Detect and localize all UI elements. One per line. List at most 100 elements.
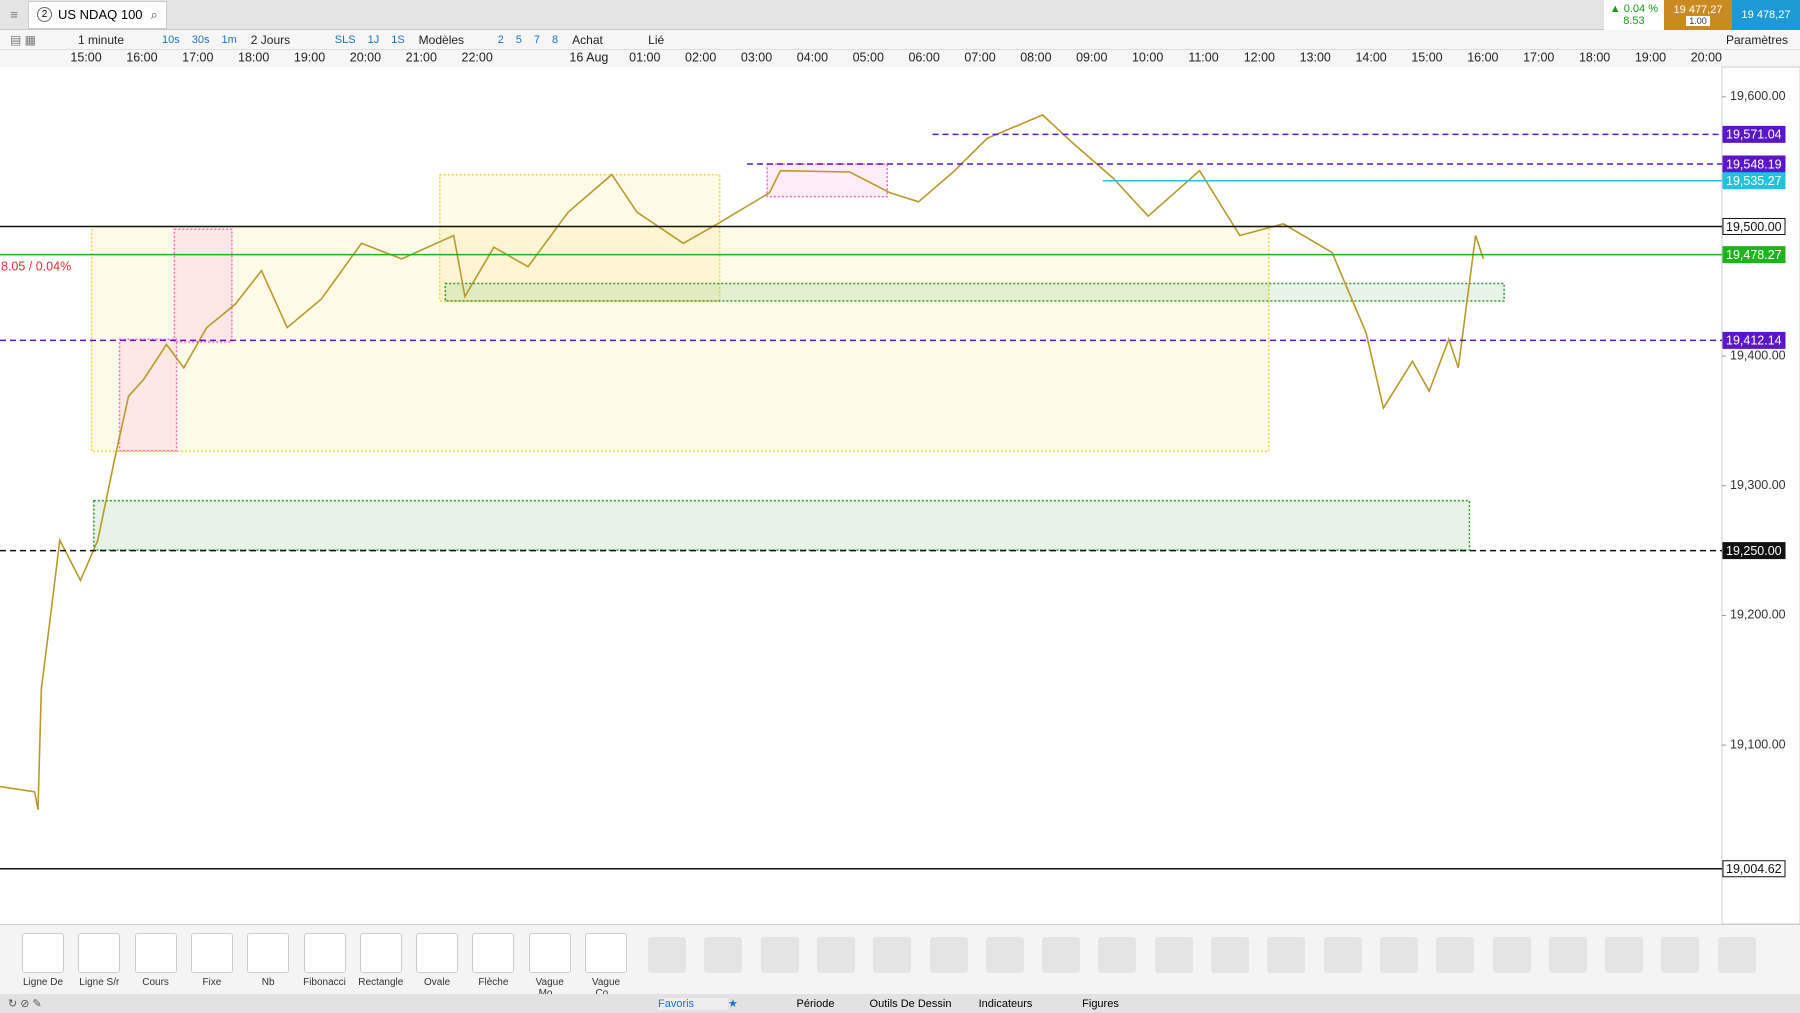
tool[interactable]: Ligne S/r [76, 933, 122, 988]
x-tick-label: 19:00 [294, 50, 325, 64]
tool[interactable]: Nb [245, 933, 291, 988]
empty-slot[interactable] [1661, 937, 1700, 973]
x-tick-label: 21:00 [406, 50, 437, 64]
tab[interactable]: Indicateurs [978, 997, 1033, 1010]
empty-slot[interactable] [1548, 937, 1587, 973]
layout-icons[interactable]: ▤ ▦ [10, 32, 37, 47]
tool-label: Ligne S/r [79, 977, 120, 988]
y-tick-label: 19,300.00 [1730, 478, 1786, 492]
layout-btn[interactable]: 2 [497, 33, 504, 46]
zone [766, 163, 889, 198]
x-tick-label: 07:00 [964, 50, 995, 64]
period-btn[interactable]: 1J [367, 33, 380, 46]
x-tick-label: 02:00 [685, 50, 716, 64]
tool[interactable]: Cours [133, 933, 179, 988]
empty-slot[interactable] [1042, 937, 1081, 973]
tab[interactable]: Figures [1082, 997, 1119, 1010]
empty-slot[interactable] [1211, 937, 1249, 973]
x-tick-label: 16 Aug [569, 50, 608, 64]
range[interactable]: 2 Jours [250, 32, 291, 47]
x-tick-label: 20:00 [350, 50, 381, 64]
zone [438, 173, 721, 302]
empty-slot[interactable] [1379, 937, 1418, 973]
change-points: 8.53 [1623, 15, 1645, 27]
empty-slot[interactable] [1267, 937, 1306, 973]
interval-btn[interactable]: 30s [191, 33, 210, 46]
bottom-icons[interactable]: ↻ ⊘ ✎ [8, 998, 42, 1010]
price-axis-bg [1721, 66, 1800, 924]
search-icon[interactable]: ⌕ [150, 6, 158, 22]
empty-slot[interactable] [1492, 937, 1531, 973]
tool[interactable]: Ovale [414, 933, 460, 988]
empty-slot[interactable] [1323, 937, 1362, 973]
x-tick-label: 14:00 [1355, 50, 1386, 64]
x-tick-label: 11:00 [1188, 50, 1218, 64]
x-tick-label: 20:00 [1691, 50, 1722, 64]
x-tick-label: 01:00 [629, 50, 660, 64]
level-label-bg [1722, 331, 1786, 349]
empty-slot[interactable] [1605, 937, 1644, 973]
layout-btn[interactable]: 5 [515, 33, 522, 46]
empty-slot[interactable] [929, 937, 968, 973]
empty-slot[interactable] [1436, 937, 1475, 973]
tool[interactable]: Vague Mo... [527, 933, 573, 999]
period-btn[interactable]: SLS [334, 33, 356, 46]
instrument-tab[interactable]: 2 US NDAQ 100 ⌕ [28, 0, 167, 29]
tab[interactable]: Période [796, 997, 835, 1010]
tool[interactable]: Rectangle [358, 933, 404, 988]
price-line [0, 114, 1485, 811]
level-label: 19,250.00 [1726, 544, 1782, 558]
empty-slot[interactable] [1717, 937, 1756, 973]
empty-slot[interactable] [985, 937, 1024, 973]
tab[interactable]: Favoris [658, 997, 728, 1010]
drawing-tools: Ligne De ... Ligne S/r Cours Fixe Nb Fibonacc… [0, 924, 1800, 999]
y-tick-label: 19,100.00 [1730, 737, 1786, 751]
level-label-bg [1722, 172, 1786, 190]
linked[interactable]: Lié [648, 32, 665, 47]
x-tick-label: 15:00 [1411, 50, 1442, 64]
empty-slot[interactable] [1154, 937, 1193, 973]
x-tick-label: 06:00 [908, 50, 939, 64]
y-tick-label: 19,600.00 [1730, 89, 1786, 103]
empty-slot[interactable] [648, 937, 686, 973]
x-tick-label: 04:00 [797, 50, 828, 64]
tool-label: Ligne De ... [22, 977, 64, 999]
tool[interactable]: Fibonacci [302, 933, 348, 988]
x-tick-label: 13:00 [1300, 50, 1331, 64]
empty-slot[interactable] [873, 937, 912, 973]
tool[interactable]: Fixe [189, 933, 235, 988]
templates[interactable]: Modèles [418, 32, 465, 47]
empty-slot[interactable] [704, 937, 743, 973]
interval-btn[interactable]: 10s [162, 33, 180, 46]
interval-btn[interactable]: 1m [221, 33, 237, 46]
bid-price: 19 477,27 [1673, 4, 1723, 16]
empty-slot[interactable] [816, 937, 855, 973]
empty-slot[interactable] [760, 937, 799, 973]
tool[interactable]: Flèche [470, 933, 516, 988]
tool-label: Rectangle [358, 977, 404, 988]
ask[interactable]: 19 478,27 [1732, 0, 1800, 30]
layout-btn[interactable]: 7 [533, 33, 541, 46]
tool-label: Vague Mo... [535, 977, 564, 999]
layout-btn[interactable]: 8 [552, 33, 559, 46]
interval[interactable]: 1 minute [78, 32, 125, 47]
x-tick-label: 16:00 [1467, 50, 1498, 64]
bid[interactable]: 19 477,27 1.00 [1664, 0, 1732, 30]
x-tick-label: 22:00 [462, 50, 493, 64]
empty-slot[interactable] [1098, 937, 1137, 973]
x-tick-label: 05:00 [853, 50, 884, 64]
star[interactable]: ★ [728, 998, 738, 1010]
tool[interactable]: Vague Co... [583, 933, 629, 999]
buy[interactable]: Achat [572, 32, 603, 47]
quote: ▲ 0.04 % 8.53 19 477,27 1.00 19 478,27 [1603, 0, 1800, 30]
level-label-bg [1722, 125, 1786, 143]
menu-icon[interactable]: ≡ [10, 7, 18, 22]
tool[interactable]: Ligne De ... [20, 933, 66, 999]
tab[interactable]: Outils De Dessin [869, 997, 952, 1010]
period-btn[interactable]: 1S [391, 33, 405, 46]
zone [444, 282, 1505, 302]
time-axis-bg [0, 50, 1800, 67]
y-tick-label: 19,200.00 [1730, 608, 1786, 622]
instrument-name: US NDAQ 100 [58, 7, 143, 22]
settings[interactable]: Paramètres [1725, 32, 1788, 47]
